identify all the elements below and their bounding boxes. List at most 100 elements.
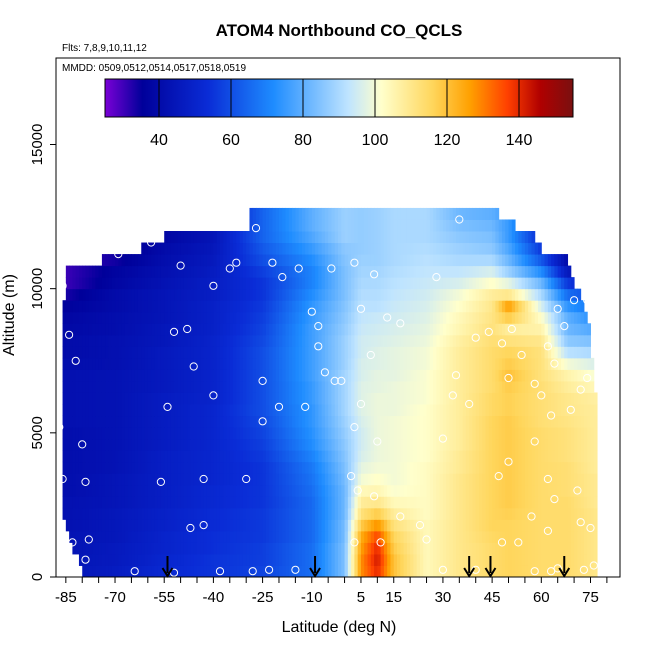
sample-point [209, 281, 218, 290]
heatmap-cell [137, 300, 142, 313]
heatmap-cell [206, 380, 211, 393]
heatmap-cell [151, 542, 155, 555]
heatmap-cell [108, 357, 113, 370]
heatmap-cell [121, 450, 126, 463]
heatmap-cell [105, 542, 109, 555]
heatmap-cell [528, 427, 532, 440]
heatmap-cell [413, 334, 418, 347]
heatmap-cell [393, 323, 398, 336]
heatmap-cell [157, 380, 162, 393]
heatmap-cell [370, 288, 375, 301]
heatmap-cell [62, 357, 67, 370]
heatmap-cell [531, 277, 536, 290]
heatmap-cell [318, 357, 323, 370]
heatmap-cell [141, 565, 146, 577]
heatmap-cell [551, 565, 555, 577]
heatmap-cell [459, 323, 464, 336]
heatmap-cell [554, 565, 559, 577]
heatmap-cell [229, 461, 234, 474]
heatmap-cell [252, 553, 257, 566]
heatmap-cell [197, 519, 201, 532]
heatmap-cell [298, 323, 303, 336]
heatmap-cell [475, 265, 480, 278]
heatmap-cell [318, 242, 323, 255]
heatmap-cell [108, 450, 113, 463]
heatmap-cell [547, 369, 552, 382]
heatmap-cell [331, 507, 336, 520]
heatmap-cell [216, 242, 221, 255]
heatmap-cell [482, 519, 487, 532]
heatmap-cell [134, 450, 139, 463]
heatmap-cell [511, 323, 516, 336]
heatmap-cell [354, 427, 359, 440]
heatmap-cell [436, 300, 441, 313]
sample-point [169, 327, 179, 336]
heatmap-cell [101, 323, 106, 336]
heatmap-cell [577, 392, 582, 405]
heatmap-cell [560, 346, 565, 359]
heatmap-cell [305, 427, 309, 440]
heatmap-cell [206, 288, 211, 301]
heatmap-cell [452, 254, 457, 267]
heatmap-cell [439, 300, 444, 313]
heatmap-cell [190, 461, 195, 474]
heatmap-cell [216, 427, 221, 440]
heatmap-cell [521, 277, 526, 290]
heatmap-cell [580, 311, 585, 324]
heatmap-cell [570, 380, 575, 393]
heatmap-cell [547, 427, 552, 440]
heatmap-cell [413, 461, 418, 474]
heatmap-cell [465, 473, 470, 486]
heatmap-cell [72, 473, 77, 486]
heatmap-cell [282, 346, 287, 359]
heatmap-cell [275, 231, 280, 244]
heatmap-cell [479, 254, 483, 267]
heatmap-cell [390, 277, 395, 290]
heatmap-cell [462, 277, 467, 290]
heatmap-cell [426, 288, 431, 301]
heatmap-cell [324, 219, 329, 232]
heatmap-cell [256, 207, 260, 220]
heatmap-cell [482, 288, 487, 301]
heatmap-cell [315, 461, 319, 474]
heatmap-cell [393, 530, 398, 543]
heatmap-cell [508, 450, 513, 463]
heatmap-cell [124, 530, 129, 543]
heatmap-cell [226, 334, 231, 347]
heatmap-cell [557, 530, 562, 543]
heatmap-cell [288, 323, 293, 336]
heatmap-cell [383, 519, 388, 532]
heatmap-cell [387, 427, 391, 440]
heatmap-cell [419, 334, 424, 347]
heatmap-cell [334, 277, 339, 290]
heatmap-cell [305, 461, 309, 474]
heatmap-cell [488, 542, 493, 555]
heatmap-cell [137, 346, 142, 359]
heatmap-cell [216, 300, 221, 313]
heatmap-cell [128, 507, 132, 520]
heatmap-cell [111, 565, 116, 577]
heatmap-cell [574, 461, 578, 474]
heatmap-cell [560, 311, 565, 324]
heatmap-cell [308, 300, 313, 313]
heatmap-cell [531, 427, 536, 440]
heatmap-cell [124, 265, 129, 278]
heatmap-cell [269, 288, 273, 301]
heatmap-cell [124, 415, 129, 428]
heatmap-cell [515, 277, 519, 290]
heatmap-cell [436, 231, 441, 244]
heatmap-cell [282, 519, 287, 532]
heatmap-cell [492, 473, 496, 486]
heatmap-cell [131, 311, 136, 324]
heatmap-cell [590, 507, 595, 520]
heatmap-cell [347, 507, 352, 520]
heatmap-cell [233, 553, 237, 566]
heatmap-cell [515, 484, 519, 497]
heatmap-cell [469, 219, 473, 232]
heatmap-cell [351, 323, 355, 336]
heatmap-cell [288, 219, 293, 232]
heatmap-cell [442, 219, 447, 232]
heatmap-cell [144, 254, 149, 267]
heatmap-cell [406, 415, 411, 428]
heatmap-cell [272, 415, 277, 428]
